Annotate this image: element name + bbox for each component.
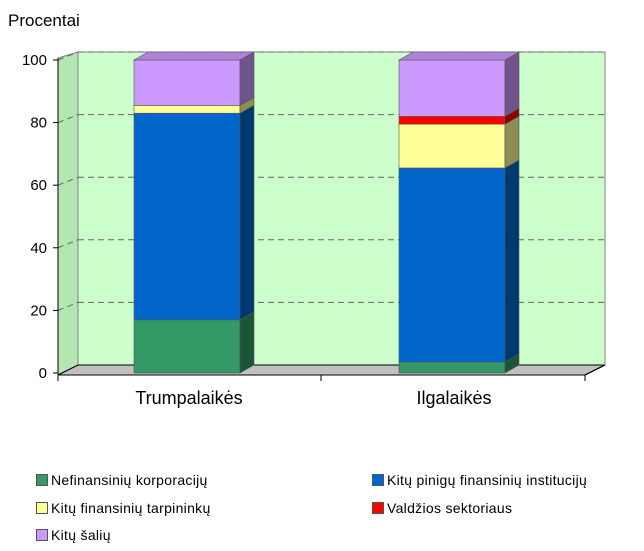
y-axis-label: Procentai: [8, 11, 80, 30]
x-axis-labels: Trumpalaikės Ilgalaikės: [57, 364, 606, 408]
y-tick-label: 20: [30, 302, 47, 319]
y-tick-label: 40: [30, 240, 47, 257]
gridline-side: [57, 51, 79, 61]
bar-segment: [133, 112, 241, 321]
legend-swatch: [36, 474, 48, 486]
legend-swatch: [372, 502, 384, 514]
gridline-side: [57, 239, 79, 249]
legend-item-kitu-finansiniu: Kitų finansinių tarpininkų: [36, 500, 211, 516]
bar-top-face: [132, 51, 256, 61]
legend-item-nefinansiniu: Nefinansinių korporacijų: [36, 472, 208, 488]
legend-item-valdzios: Valdžios sektoriaus: [372, 500, 512, 516]
bar-segment: [133, 105, 241, 114]
bar-segment-side: [504, 115, 520, 169]
legend-item-kitu-saliu: Kitų šalių: [36, 527, 111, 543]
legend-label: Kitų šalių: [51, 527, 111, 543]
bar-segment: [398, 59, 506, 117]
bar-segment: [398, 361, 506, 374]
bar-segment-side: [239, 104, 255, 321]
y-tick-label: 100: [22, 52, 47, 69]
legend-swatch: [36, 529, 48, 541]
legend-swatch: [372, 474, 384, 486]
legend-swatch: [36, 502, 48, 514]
legend-label: Valdžios sektoriaus: [387, 500, 513, 516]
legend-label: Nefinansinių korporacijų: [51, 472, 208, 488]
bar-segment: [133, 319, 241, 374]
y-tick-label: 0: [39, 365, 47, 382]
x-tick-label: Trumpalaikės: [135, 388, 242, 408]
gridline-side: [57, 301, 79, 311]
gridline-side: [57, 176, 79, 186]
bar-segment: [398, 167, 506, 363]
legend-item-kitu-pinigu: Kitų pinigų finansinių institucijų: [372, 472, 587, 488]
x-tick-label: Ilgalaikės: [416, 388, 491, 408]
gridlines: [57, 51, 605, 311]
y-tick-label: 60: [30, 177, 47, 194]
bar-segment: [133, 59, 241, 106]
bar-segment: [398, 123, 506, 169]
bar-segment-side: [239, 51, 255, 106]
x-axis-end: [584, 364, 606, 376]
bar-top-face: [397, 51, 521, 61]
bar-segment: [398, 116, 506, 125]
bars: [132, 51, 521, 374]
plot-side-wall: [57, 51, 79, 376]
y-tick-label: 80: [30, 115, 47, 132]
bar-segment-side: [239, 311, 255, 374]
legend-label: Kitų pinigų finansinių institucijų: [387, 472, 588, 488]
bar-segment-side: [504, 51, 520, 117]
legend-label: Kitų finansinių tarpininkų: [51, 500, 211, 516]
bar-segment-side: [504, 159, 520, 363]
gridline-side: [57, 114, 79, 124]
y-axis-ticks: 0 20 40 60 80 100: [22, 52, 58, 382]
